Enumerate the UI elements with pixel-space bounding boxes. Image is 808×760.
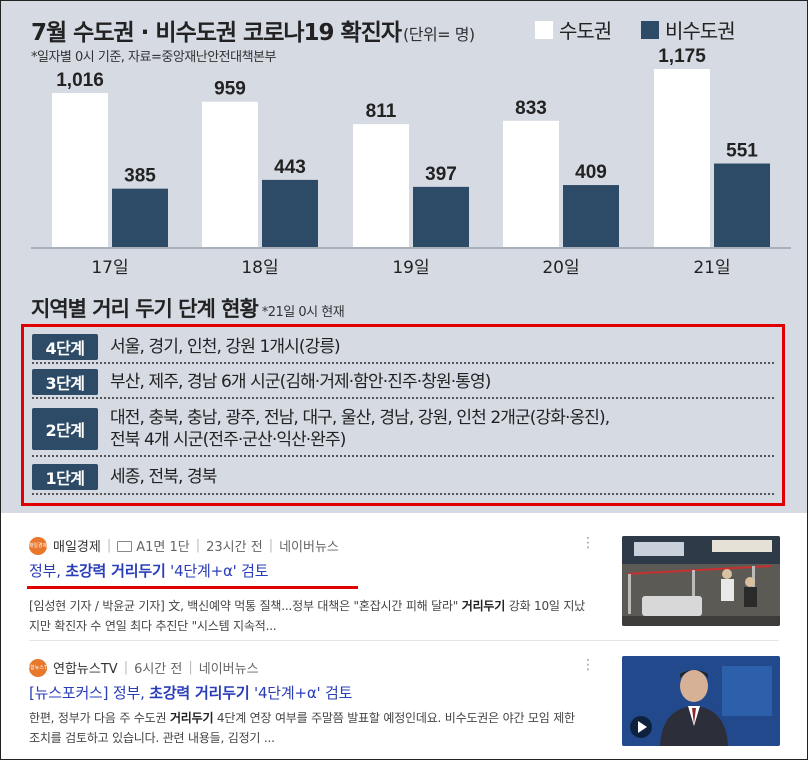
news-time: 23시간 전 (206, 540, 263, 555)
legend-item-metro: 수도권 (535, 15, 612, 44)
bar-non-metro-19일 (413, 186, 469, 247)
level-row-1: 1단계 세종, 전북, 경북 (32, 461, 774, 495)
news-headline-link[interactable]: [뉴스포커스] 정부, 초강력 거리두기 '4단계+α' 검토 (29, 684, 353, 702)
bar-non-metro-20일 (563, 185, 619, 247)
level-row-2: 2단계 대전, 충북, 충남, 광주, 전남, 대구, 울산, 경남, 강원, … (32, 403, 774, 457)
news-search-results: 매일경제 매일경제 | A1면 1단 | 23시간 전 | 네이버뉴스 ⋮ 정부… (1, 518, 807, 758)
data-label: 551 (726, 141, 758, 162)
x-tick-label: 18일 (241, 258, 278, 278)
bar-non-metro-18일 (262, 179, 318, 247)
data-label: 959 (214, 79, 246, 100)
news-headline-link[interactable]: 정부, 초강력 거리두기 '4단계+α' 검토 (29, 562, 269, 580)
bar-metro-19일 (353, 124, 409, 247)
news-item[interactable]: 매일경제 매일경제 | A1면 1단 | 23시간 전 | 네이버뉴스 ⋮ 정부… (1, 536, 807, 636)
x-tick-label: 21일 (693, 258, 730, 278)
meta-separator: | (195, 538, 201, 553)
distancing-level-title: 지역별 거리 두기 단계 현황 *21일 0시 현재 (31, 297, 345, 321)
confirmed-cases-bar-chart: 1,016 959 811 833 1,175 385 443 397 409 551 17일 18일… (31, 46, 791, 278)
chart-unit: (단위= 명) (403, 25, 475, 44)
play-video-icon[interactable] (630, 716, 652, 738)
press-logo-icon: 매일경제 (29, 536, 47, 555)
news-divider (29, 640, 779, 641)
x-tick-label: 19일 (392, 258, 429, 278)
level-badge: 2단계 (32, 408, 98, 450)
naver-news-link[interactable]: 네이버뉴스 (198, 662, 259, 677)
data-label: 833 (515, 98, 547, 119)
covid-infographic: 1,016 959 811 833 1,175 385 443 397 409 551 17일 18일… (1, 1, 807, 513)
legend-label: 비수도권 (665, 19, 736, 43)
legend-swatch (641, 20, 659, 39)
news-snippet[interactable]: [임성현 기자 / 박윤균 기자] 文, 백신예약 먹통 질책...정부 대책은… (29, 599, 586, 633)
distancing-level-note: *21일 0시 현재 (261, 305, 345, 320)
paper-position: A1면 1단 (136, 540, 190, 555)
data-label: 811 (366, 101, 397, 122)
level-regions: 세종, 전북, 경북 (110, 467, 217, 487)
news-item[interactable]: 연합뉴스TV 연합뉴스TV | 6시간 전 | 네이버뉴스 ⋮ [뉴스포커스] … (1, 656, 807, 758)
meta-separator: | (106, 538, 112, 553)
level-regions: 서울, 경기, 인천, 강원 1개시(강릉) (110, 337, 341, 357)
bar-non-metro-21일 (714, 163, 770, 247)
level-badge: 4단계 (32, 334, 98, 360)
vaccination-site-photo (622, 536, 780, 626)
x-tick-label: 17일 (91, 258, 128, 278)
level-regions: 대전, 충북, 충남, 광주, 전남, 대구, 울산, 경남, 강원, 인천 2… (110, 408, 610, 450)
bar-metro-20일 (503, 120, 559, 247)
news-snippet[interactable]: 한편, 정부가 다음 주 수도권 거리두기 4단계 연장 여부를 주말쯤 발표할… (29, 711, 575, 745)
meta-separator: | (188, 660, 193, 675)
news-meta: 매일경제 매일경제 | A1면 1단 | 23시간 전 | 네이버뉴스 (29, 536, 339, 555)
level-badge: 3단계 (32, 369, 98, 395)
newspaper-icon (117, 541, 133, 552)
bar-non-metro-17일 (112, 188, 168, 247)
meta-separator: | (123, 660, 129, 675)
legend-item-non-metro: 비수도권 (641, 15, 736, 44)
legend-swatch (535, 20, 553, 39)
legend-label: 수도권 (559, 19, 612, 43)
level-badge: 1단계 (32, 464, 98, 490)
press-name[interactable]: 매일경제 (53, 540, 101, 555)
data-label: 385 (124, 166, 156, 187)
data-label: 1,175 (658, 46, 706, 67)
press-logo-icon: 연합뉴스TV (29, 658, 47, 677)
chart-source-note: *일자별 0시 기준, 자료=중앙재난안전대책본부 (31, 50, 276, 65)
red-underline-annotation (27, 586, 358, 589)
distancing-levels-box: 4단계 서울, 경기, 인천, 강원 1개시(강릉) 3단계 부산, 제주, 경… (21, 324, 785, 506)
data-label: 409 (575, 162, 607, 183)
meta-separator: | (268, 538, 274, 553)
level-regions: 부산, 제주, 경남 6개 시군(김해·거제·함안·진주·창원·통영) (110, 372, 491, 392)
more-options-icon[interactable]: ⋮ (581, 535, 595, 551)
more-options-icon[interactable]: ⋮ (581, 657, 595, 673)
data-label: 397 (425, 164, 457, 185)
bar-metro-21일 (654, 69, 710, 247)
chart-title: 7월 수도권 · 비수도권 코로나19 확진자 (단위= 명) (31, 20, 475, 46)
x-tick-label: 20일 (542, 258, 579, 278)
news-thumbnail-image[interactable] (622, 536, 780, 626)
news-meta: 연합뉴스TV 연합뉴스TV | 6시간 전 | 네이버뉴스 (29, 658, 259, 677)
news-time: 6시간 전 (134, 662, 183, 677)
press-name[interactable]: 연합뉴스TV (53, 662, 118, 677)
naver-news-link[interactable]: 네이버뉴스 (279, 540, 339, 555)
bar-metro-18일 (202, 101, 258, 247)
data-label: 443 (274, 157, 306, 178)
bar-metro-17일 (52, 93, 108, 247)
data-label: 1,016 (56, 70, 104, 91)
news-video-thumbnail[interactable] (622, 656, 780, 746)
level-row-3: 3단계 부산, 제주, 경남 6개 시군(김해·거제·함안·진주·창원·통영) (32, 367, 774, 399)
level-row-4: 4단계 서울, 경기, 인천, 강원 1개시(강릉) (32, 332, 774, 364)
